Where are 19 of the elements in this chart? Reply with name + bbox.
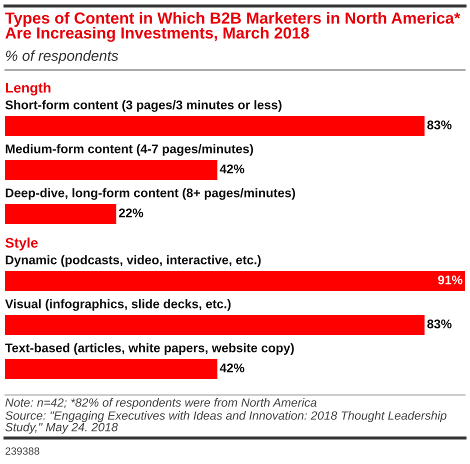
data-label: 91% (438, 276, 462, 284)
y-tick-label: Deep-dive, long-form content (8+ pages/minutes) (6, 188, 296, 200)
y-tick-label: Style (5, 238, 38, 250)
data-label: 42% (220, 364, 244, 372)
chart-title: Types of Content in Which B2B Marketers in North America* Are Increasing Investments, March 2018 (5, 12, 460, 42)
data-label: 83% (427, 120, 452, 130)
data-label: 22% (118, 208, 144, 218)
y-tick-label: Text-based (articles, white papers, website copy) (5, 343, 294, 355)
y-tick-label: Dynamic (podcasts, video, interactive, etc.) (6, 255, 261, 267)
chart-subtitle: % of respondents (6, 50, 118, 64)
data-label: 83% (427, 320, 452, 328)
y-tick-label: Length (6, 82, 50, 96)
text: Note: n=42; *82% of respondents were from North America (5, 398, 317, 410)
data-label: 42% (220, 164, 244, 174)
text: 239388 (6, 447, 40, 455)
y-tick-label: Short-form content (3 pages/3 minutes or less) (5, 100, 282, 112)
source-note: Source: "Engaging Executives with Ideas and Innovation: 2018 Thought Leadership Study," May 24. 2018 (5, 411, 446, 434)
y-tick-label: Visual (infographics, slide decks, etc.) (5, 299, 231, 311)
y-tick-label: Medium-form content (4-7 pages/minutes) (6, 144, 254, 156)
